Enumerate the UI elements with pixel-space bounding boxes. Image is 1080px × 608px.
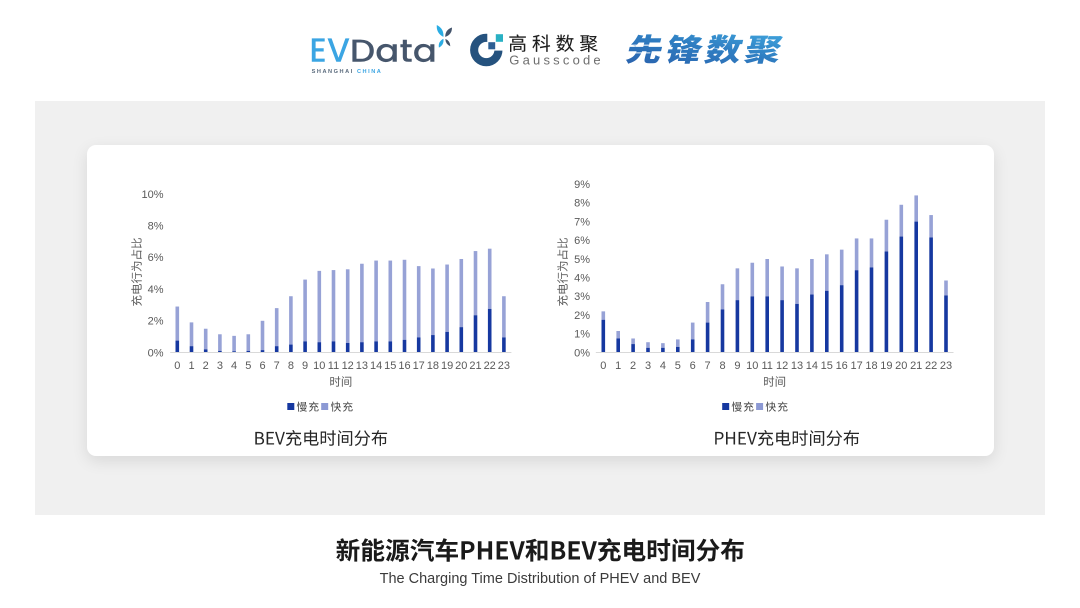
svg-text:13: 13 — [791, 360, 803, 372]
svg-text:2: 2 — [630, 360, 636, 372]
svg-text:8%: 8% — [148, 221, 164, 233]
svg-text:8: 8 — [288, 360, 294, 372]
svg-text:5: 5 — [245, 360, 251, 372]
svg-text:0: 0 — [600, 360, 606, 372]
svg-text:19: 19 — [441, 360, 453, 372]
svg-text:4: 4 — [660, 360, 666, 372]
svg-text:3: 3 — [645, 360, 651, 372]
svg-text:15: 15 — [821, 360, 833, 372]
svg-text:20: 20 — [455, 360, 467, 372]
svg-text:1%: 1% — [574, 329, 590, 341]
svg-text:19: 19 — [880, 360, 892, 372]
svg-text:1: 1 — [188, 360, 194, 372]
svg-text:7: 7 — [274, 360, 280, 372]
svg-text:18: 18 — [865, 360, 877, 372]
svg-text:11: 11 — [328, 360, 339, 372]
svg-text:6: 6 — [690, 360, 696, 372]
svg-text:4: 4 — [231, 360, 237, 372]
svg-text:22: 22 — [484, 360, 496, 372]
svg-text:14: 14 — [370, 360, 382, 372]
svg-text:9%: 9% — [574, 179, 590, 191]
svg-text:7: 7 — [705, 360, 711, 372]
svg-text:6: 6 — [259, 360, 265, 372]
svg-text:20: 20 — [895, 360, 907, 372]
svg-text:4%: 4% — [148, 284, 164, 296]
svg-text:5: 5 — [675, 360, 681, 372]
svg-text:Gausscode: Gausscode — [509, 52, 604, 67]
svg-text:16: 16 — [398, 360, 410, 372]
svg-text:21: 21 — [469, 360, 481, 372]
svg-text:7%: 7% — [574, 216, 590, 228]
svg-text:11: 11 — [761, 360, 772, 372]
svg-text:14: 14 — [806, 360, 818, 372]
svg-text:2%: 2% — [148, 316, 164, 328]
svg-text:17: 17 — [850, 360, 862, 372]
svg-text:10%: 10% — [141, 189, 163, 201]
svg-text:2%: 2% — [574, 310, 590, 322]
svg-text:13: 13 — [356, 360, 368, 372]
svg-text:9: 9 — [734, 360, 740, 372]
svg-text:16: 16 — [836, 360, 848, 372]
svg-text:9: 9 — [302, 360, 308, 372]
svg-text:17: 17 — [413, 360, 425, 372]
svg-text:23: 23 — [498, 360, 510, 372]
svg-text:The Charging Time Distribution: The Charging Time Distribution of PHEV a… — [380, 571, 701, 587]
svg-text:0%: 0% — [148, 347, 164, 359]
svg-text:21: 21 — [910, 360, 922, 372]
svg-text:15: 15 — [384, 360, 396, 372]
svg-text:8%: 8% — [574, 198, 590, 210]
svg-text:5%: 5% — [574, 254, 590, 266]
svg-text:10: 10 — [746, 360, 758, 372]
svg-text:0: 0 — [174, 360, 180, 372]
svg-text:4%: 4% — [574, 273, 590, 285]
svg-text:18: 18 — [427, 360, 439, 372]
svg-text:12: 12 — [776, 360, 788, 372]
svg-text:6%: 6% — [574, 235, 590, 247]
svg-text:8: 8 — [719, 360, 725, 372]
svg-text:2: 2 — [203, 360, 209, 372]
svg-text:12: 12 — [342, 360, 354, 372]
svg-text:3%: 3% — [574, 291, 590, 303]
svg-text:0%: 0% — [574, 347, 590, 359]
svg-text:SHANGHAI CHINA: SHANGHAI CHINA — [312, 69, 383, 75]
svg-text:23: 23 — [940, 360, 952, 372]
svg-text:22: 22 — [925, 360, 937, 372]
svg-text:1: 1 — [615, 360, 621, 372]
svg-text:3: 3 — [217, 360, 223, 372]
svg-text:6%: 6% — [148, 252, 164, 264]
svg-text:10: 10 — [313, 360, 325, 372]
